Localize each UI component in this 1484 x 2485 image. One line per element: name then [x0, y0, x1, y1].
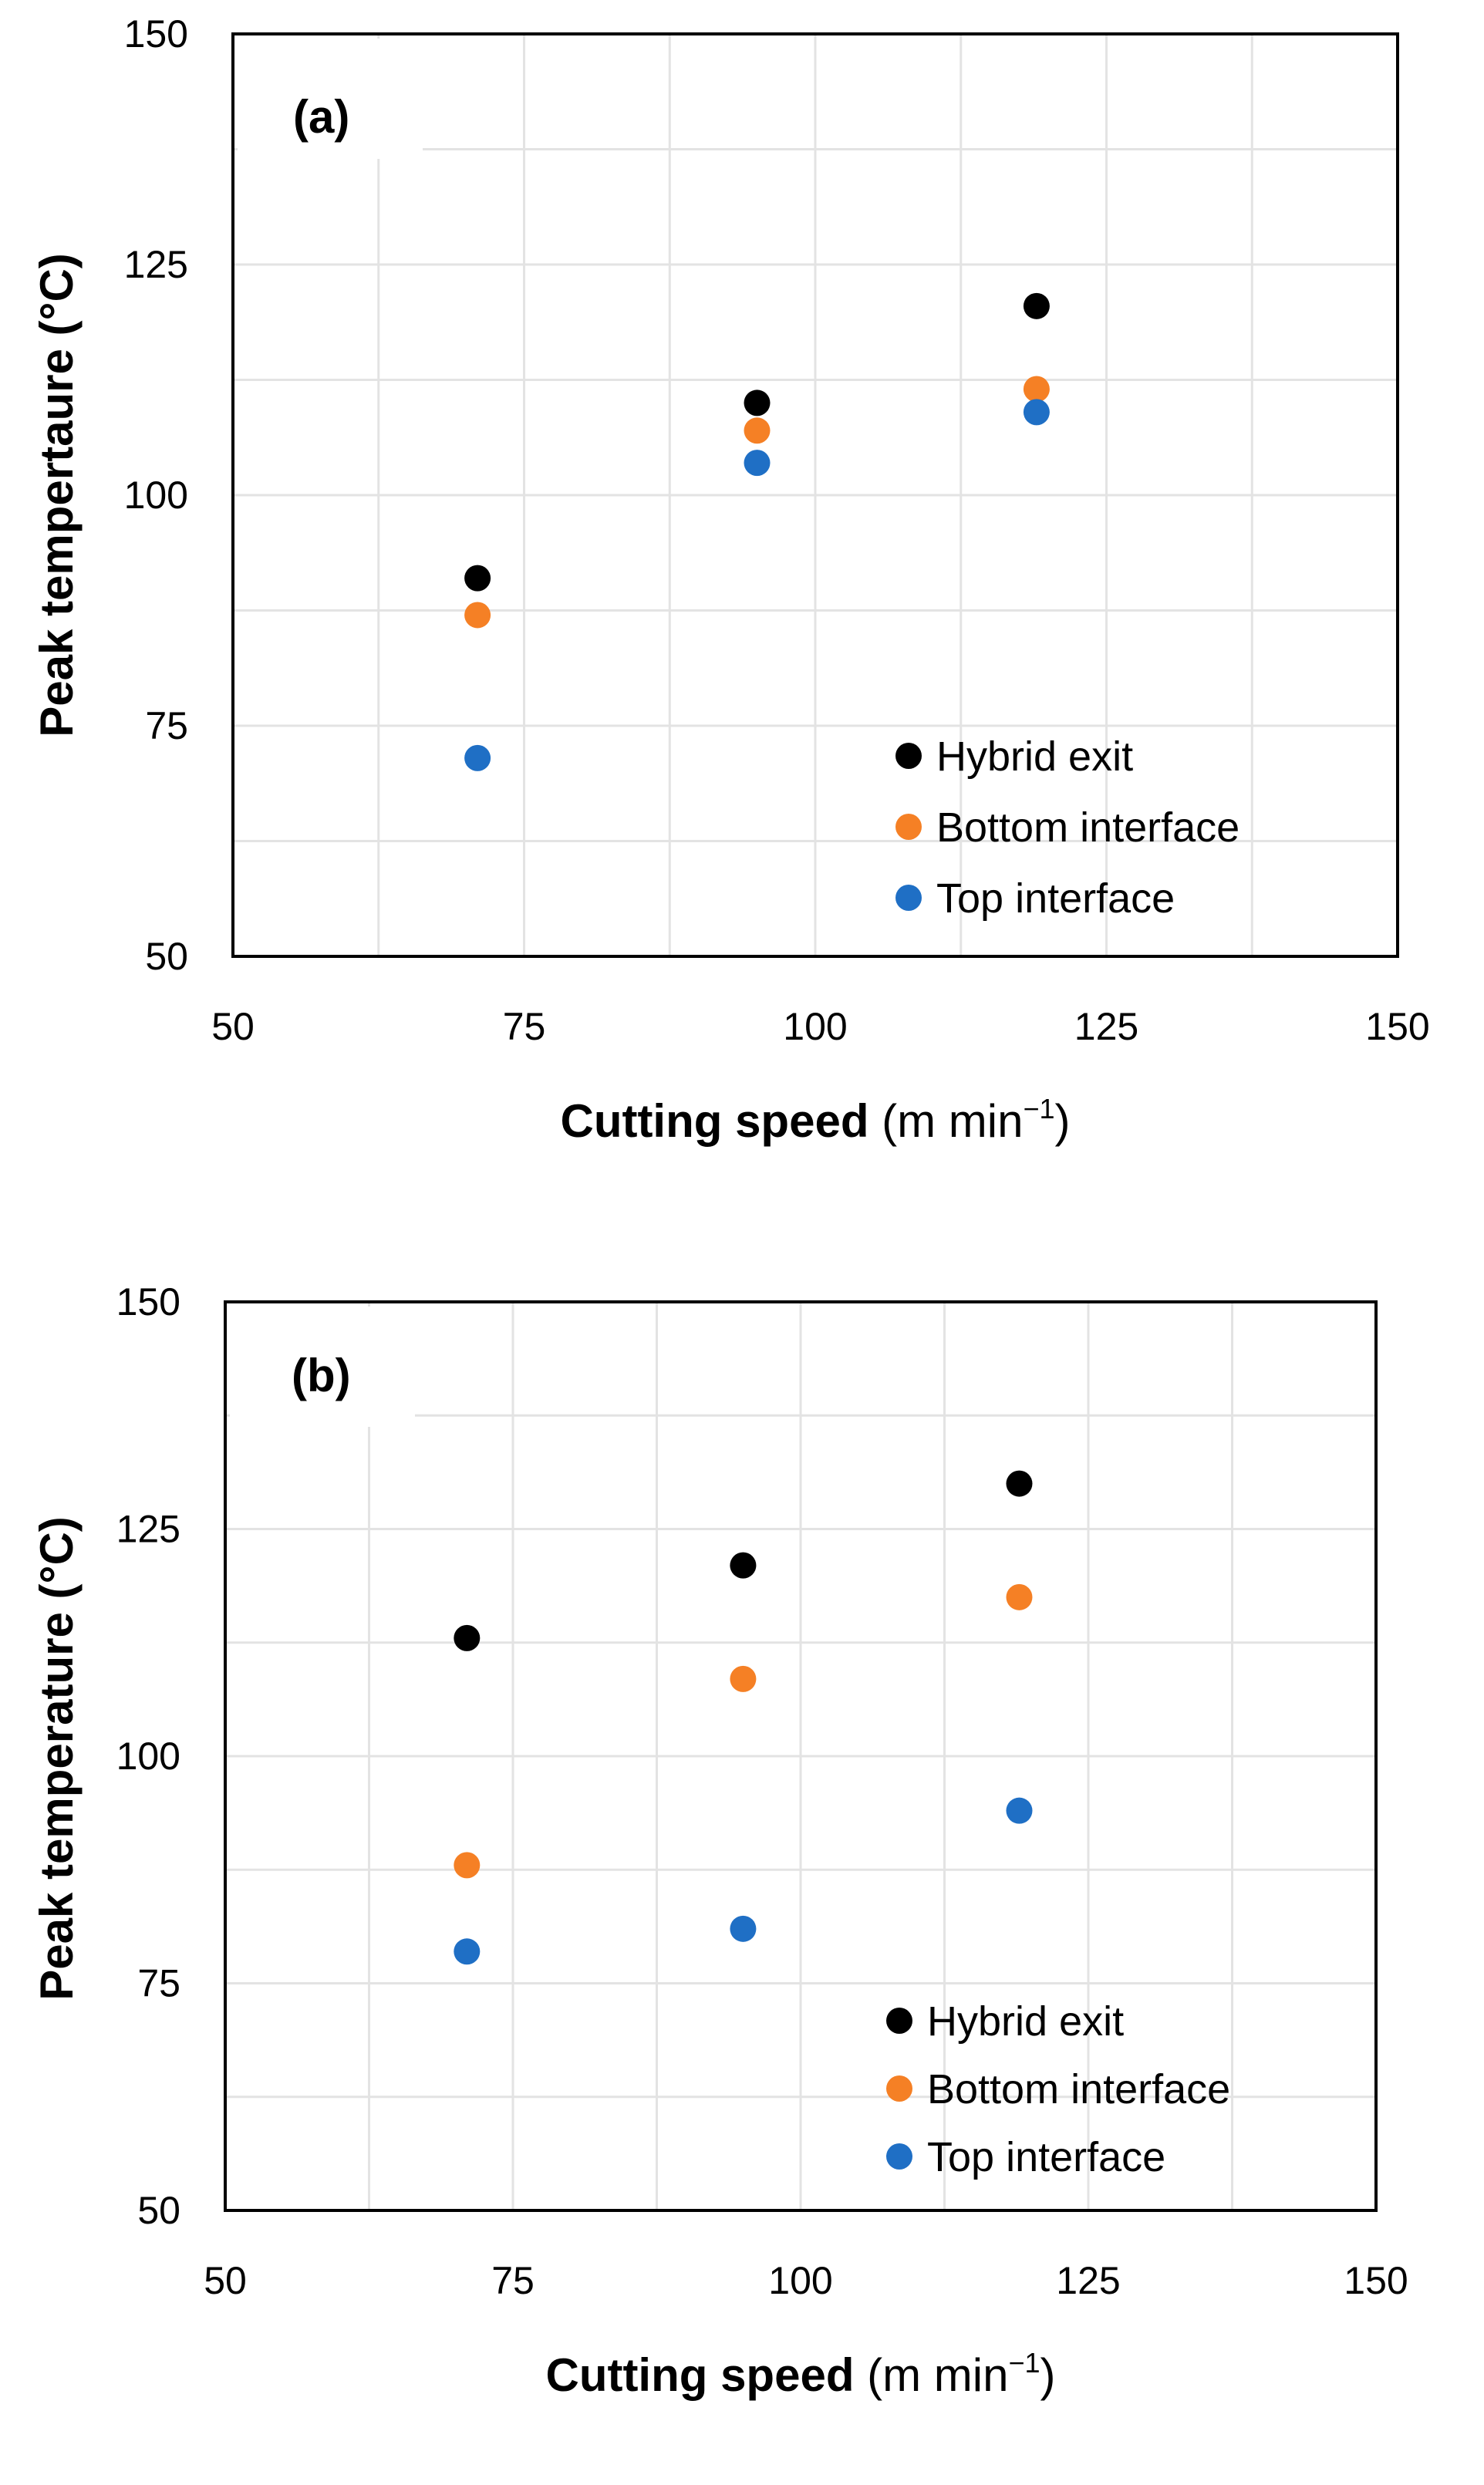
- series-bottom-interface: [464, 376, 1050, 629]
- plot-frame: [231, 32, 1399, 958]
- legend-label: Bottom interface: [936, 804, 1239, 851]
- panel-label-background: [238, 39, 423, 159]
- chart-a: 50 75 100 125 150 50 75 100 125 150 Cutting speed …: [31, 12, 1430, 1147]
- y-tick-label: 100: [116, 1735, 180, 1778]
- series-hybrid-exit: [464, 292, 1050, 592]
- x-tick-label: 150: [1365, 1005, 1429, 1048]
- panel-label: (b): [292, 1350, 351, 1401]
- x-axis-title: Cutting speed (m min−1): [560, 1093, 1070, 1147]
- x-tick-label: 75: [491, 2259, 535, 2302]
- y-tick-label: 100: [124, 474, 188, 517]
- panel-label-background: [230, 1307, 415, 1427]
- legend-marker: [886, 2075, 912, 2102]
- data-point: [1006, 1470, 1033, 1497]
- gridlines: [233, 34, 1398, 956]
- x-axis-title-main: Cutting speed: [545, 2349, 854, 2401]
- data-point: [1006, 1583, 1033, 1610]
- data-point: [1023, 399, 1050, 426]
- x-tick-label: 100: [768, 2259, 832, 2302]
- legend-label: Top interface: [936, 875, 1175, 922]
- y-tick-label: 125: [124, 243, 188, 286]
- x-tick-label: 125: [1056, 2259, 1120, 2302]
- legend-marker: [886, 2008, 912, 2034]
- data-point: [1023, 376, 1050, 403]
- data-point: [464, 744, 491, 771]
- x-tick-label: 75: [503, 1005, 546, 1048]
- x-tick-label: 100: [783, 1005, 847, 1048]
- chart-b: 50 75 100 125 150 50 75 100 125 150 Cutting speed …: [31, 1280, 1408, 2401]
- data-point: [464, 602, 491, 629]
- x-axis-title-close: ): [1055, 1095, 1071, 1147]
- legend-marker: [895, 885, 922, 911]
- data-point: [1023, 292, 1050, 319]
- plot-frame: [224, 1300, 1378, 2212]
- data-point: [744, 389, 771, 416]
- data-point: [744, 450, 771, 477]
- y-tick-label: 75: [137, 1962, 180, 2005]
- series-hybrid-exit: [454, 1470, 1033, 1651]
- x-axis-title-unit: (m min: [868, 1095, 1023, 1147]
- data-point: [1006, 1797, 1033, 1824]
- x-tick-label: 50: [204, 2259, 247, 2302]
- legend-label: Bottom interface: [927, 2066, 1230, 2112]
- x-axis-title-exponent: −1: [1023, 1093, 1054, 1124]
- y-tick-label: 150: [124, 12, 188, 56]
- y-axis-title: Peak tempertaure (°C): [31, 253, 83, 737]
- x-tick-label: 125: [1074, 1005, 1138, 1048]
- panel-label: (a): [293, 91, 349, 143]
- data-point: [730, 1552, 757, 1579]
- x-axis-title-main: Cutting speed: [560, 1095, 868, 1147]
- y-tick-label: 75: [145, 704, 188, 747]
- x-axis-title-unit: (m min: [854, 2349, 1008, 2401]
- legend-label: Top interface: [927, 2134, 1165, 2180]
- legend-label: Hybrid exit: [927, 1998, 1124, 2045]
- x-tick-label: 50: [211, 1005, 255, 1048]
- y-tick-label: 50: [137, 2189, 180, 2232]
- series-bottom-interface: [454, 1583, 1033, 1879]
- x-axis-title: Cutting speed (m min−1): [545, 2347, 1055, 2401]
- x-axis-title-exponent: −1: [1008, 2347, 1040, 2379]
- series-top-interface: [464, 399, 1050, 771]
- data-point: [454, 1938, 481, 1965]
- x-axis-title-close: ): [1040, 2349, 1056, 2401]
- legend-marker: [895, 743, 922, 769]
- data-point: [454, 1624, 481, 1651]
- data-point: [744, 417, 771, 444]
- series-top-interface: [454, 1797, 1033, 1965]
- legend: Hybrid exit Bottom interface Top interface: [895, 733, 1239, 922]
- gridlines: [225, 1302, 1376, 2210]
- data-point: [730, 1665, 757, 1692]
- data-point: [454, 1852, 481, 1879]
- legend-label: Hybrid exit: [936, 733, 1133, 780]
- x-tick-label: 150: [1344, 2259, 1408, 2302]
- data-point: [730, 1915, 757, 1942]
- y-tick-label: 150: [116, 1280, 180, 1323]
- legend-marker: [886, 2143, 912, 2170]
- data-point: [464, 565, 491, 592]
- y-tick-label: 50: [145, 935, 188, 978]
- y-axis-title: Peak temperature (°C): [31, 1516, 83, 2001]
- legend: Hybrid exit Bottom interface Top interface: [886, 1998, 1230, 2180]
- legend-marker: [895, 814, 922, 840]
- y-tick-label: 125: [116, 1508, 180, 1551]
